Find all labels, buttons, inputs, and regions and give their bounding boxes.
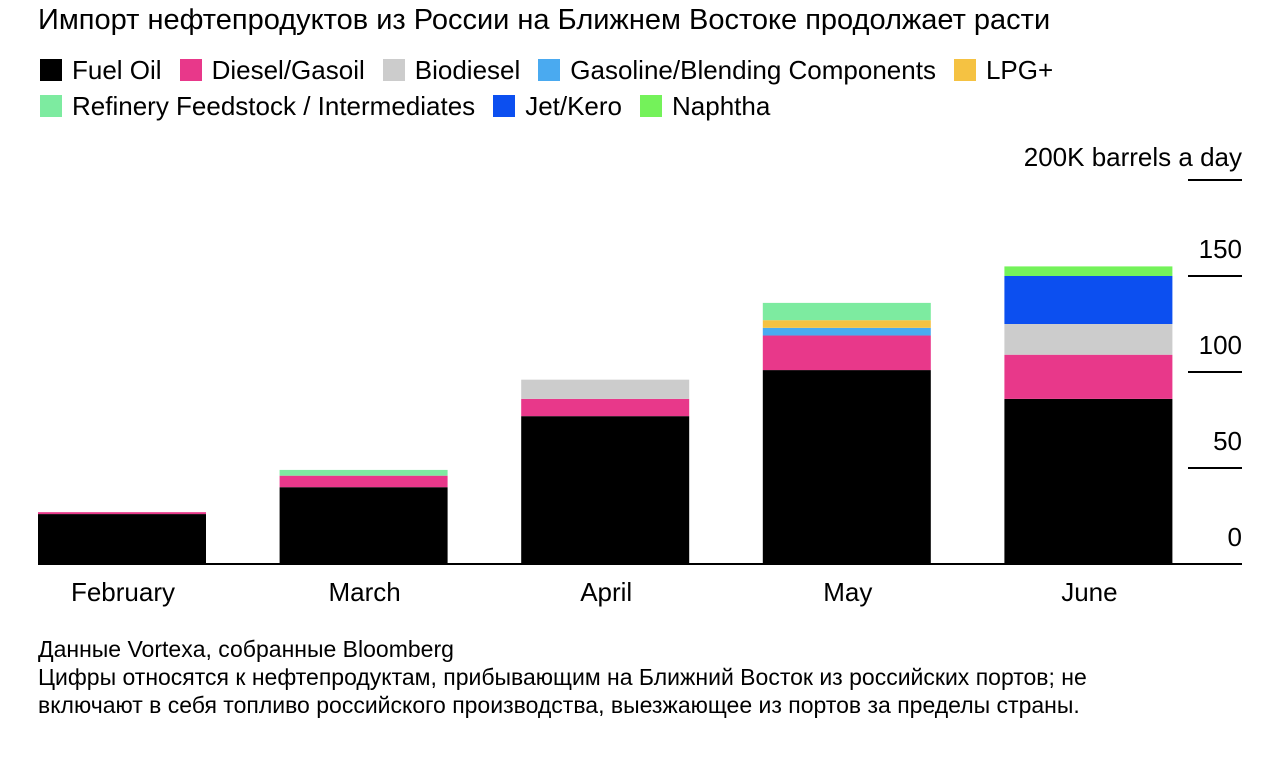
chart-title: Импорт нефтепродуктов из России на Ближн… [38,4,1051,36]
legend-item: Gasoline/Blending Components [538,55,936,86]
bar-segment [1004,398,1173,564]
bar-segment [38,514,206,564]
bar-segment [1004,276,1173,324]
legend-label: Naphtha [672,90,771,121]
legend-item: Refinery Feedstock / Intermediates [40,91,475,122]
legend-label: Refinery Feedstock / Intermediates [72,90,476,121]
legend-label: Gasoline/Blending Components [570,54,936,85]
legend-item: Biodiesel [382,54,521,86]
bar-segment [521,416,690,564]
bar-segment [762,370,931,564]
bar-segment [762,327,931,336]
footnote-line-1: Цифры относятся к нефтепродуктам, прибыв… [38,664,1087,690]
legend-item: Diesel/Gasoil [179,54,365,86]
footnote-line-2: включают в себя топливо российского прои… [38,692,1080,718]
y-tick-label: 0 [1228,522,1242,552]
bar-segment [762,302,931,321]
y-tick-label: 150 [1199,234,1242,264]
legend-row: Refinery Feedstock / Intermediates Jet/Ke… [40,91,788,121]
legend-label: LPG+ [985,54,1054,85]
bar-segment [1004,266,1173,276]
legend-swatch [953,59,976,81]
bar-segment [521,398,690,417]
stacked-bar-chart: 200K barrels a day 0 50 100 150 February March… [38,142,1242,607]
bar-segment [279,469,448,476]
x-tick-label: June [1061,577,1117,607]
legend-item: Naphtha [640,91,770,122]
legend-label: Diesel/Gasoil [211,54,365,85]
legend-item: Fuel Oil [40,55,162,86]
bar-segment [1004,324,1173,355]
legend-swatch [493,95,516,117]
bar-segment [279,487,448,564]
bar-segment [279,475,448,488]
bar-segment [762,335,931,371]
legend-swatch [538,59,561,81]
legend-label: Jet/Kero [525,90,623,121]
axis-unit-label: 200K barrels a day [1024,142,1242,172]
bar-segment [762,320,931,328]
source-note: Данные Vortexa, собранные Bloomberg [38,636,454,662]
y-tick-label: 100 [1199,330,1242,360]
x-tick-label: March [328,577,400,607]
bar-segment [521,379,690,399]
legend-label: Biodiesel [414,54,521,85]
x-tick-label: February [71,577,175,607]
legend-item: Jet/Kero [493,91,622,122]
legend-label: Fuel Oil [72,54,162,85]
legend-swatch [179,59,202,81]
legend-item: LPG+ [953,54,1054,86]
x-tick-label: May [823,577,872,607]
legend-swatch [382,59,405,81]
legend-swatch [40,59,62,81]
bar-segment [38,512,206,515]
legend-swatch [640,95,663,117]
bar-segment [1004,354,1173,399]
legend-row: Fuel Oil Diesel/Gasoil Biodiesel Gasoline/B… [40,55,1071,85]
y-tick-label: 50 [1213,426,1242,456]
x-tick-label: April [580,577,632,607]
legend-swatch [40,95,62,117]
